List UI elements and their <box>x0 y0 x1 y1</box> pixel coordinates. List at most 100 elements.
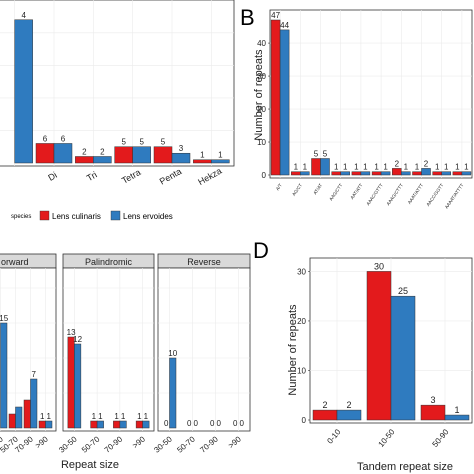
data-label-ervoides-0-10: 2 <box>346 400 351 410</box>
data-label-ervoides-motif: 1 <box>404 163 409 172</box>
facet-palindromic-bar-culinaris <box>67 336 75 429</box>
data-label-ervoides-motif: 1 <box>343 163 348 172</box>
y-tick-label: 40 <box>257 39 266 48</box>
bar-culinaris-hekza <box>193 159 212 164</box>
facet-reverse-strip-label: Reverse <box>187 257 221 267</box>
bar-ervoides-di <box>53 143 73 164</box>
facet-forward-data-label-culinaris: 1 <box>40 412 45 421</box>
data-label-ervoides-motif: 5 <box>323 150 328 159</box>
species-legend: species Lens culinaris Lens ervoides <box>11 210 173 221</box>
facet-palindromic-bar-ervoides <box>96 420 104 429</box>
facet-forward-bar-ervoides <box>45 420 53 429</box>
facet-reverse-data-label-ervoides: 0 <box>217 419 222 428</box>
data-label-ervoides-10-50: 25 <box>398 286 408 296</box>
y-axis-title: Number of repeats <box>287 304 299 396</box>
data-label-culinaris-0-10: 2 <box>322 400 327 410</box>
facet-reverse-data-label-culinaris: 0 <box>187 419 192 428</box>
facet-palindromic-data-label-ervoides: 1 <box>121 412 126 421</box>
bar-culinaris-motif <box>331 171 341 176</box>
bar-culinaris-motif <box>291 171 301 176</box>
legend-swatch-culinaris <box>39 210 50 221</box>
y-tick-label: 30 <box>257 72 266 81</box>
bar-ervoides-motif <box>320 158 330 176</box>
data-label-culinaris-tetra: 5 <box>121 138 126 147</box>
facet-palindromic-x-tick: 50-70 <box>80 434 102 454</box>
panel-b-frame <box>269 9 473 179</box>
bar-ervoides-motif <box>421 168 431 176</box>
x-tick-motif: AT/AT <box>312 183 323 196</box>
bar-ervoides-mono <box>14 19 33 164</box>
panel-a-frame <box>0 0 235 167</box>
facet-reverse-x-tick: 50-70 <box>175 434 197 454</box>
bar-ervoides-hekza <box>211 159 230 164</box>
facet-reverse-data-label-ervoides: 0 <box>240 419 245 428</box>
facet-palindromic-data-label-ervoides: 1 <box>144 412 149 421</box>
data-label-culinaris-motif: 1 <box>415 163 420 172</box>
facet-palindromic-data-label-culinaris: 1 <box>92 412 97 421</box>
y-tick-label: 10 <box>297 366 306 375</box>
bar-ervoides-motif <box>401 171 411 176</box>
facet-reverse-data-label-culinaris: 0 <box>164 419 169 428</box>
bar-culinaris-tetra <box>114 146 133 164</box>
x-axis-title: Repeat size <box>61 459 119 471</box>
facet-reverse-data-label-culinaris: 0 <box>210 419 215 428</box>
facet-palindromic-data-label-culinaris: 1 <box>114 412 119 421</box>
bar-culinaris-tri <box>75 156 94 164</box>
x-tick-motif: AAAG/CTTT <box>386 183 405 207</box>
facet-forward-data-label-ervoides: 7 <box>32 370 37 379</box>
data-label-ervoides-tetra: 5 <box>139 138 144 147</box>
data-label-ervoides-tri: 2 <box>100 147 105 156</box>
data-label-ervoides-motif: 1 <box>464 163 469 172</box>
facet-palindromic-bar-culinaris <box>90 420 98 429</box>
y-tick-label: 0 <box>302 416 307 425</box>
facet-forward-x-tick: 70-90 <box>13 434 35 454</box>
bar-culinaris-motif <box>311 158 321 176</box>
data-label-culinaris-motif: 47 <box>271 11 280 20</box>
x-tick-motif: AAAAT/ATTTT <box>444 183 465 210</box>
facet-forward-strip-label: orward <box>1 257 29 267</box>
y-tick-label: 30 <box>297 267 306 276</box>
bar-ervoides-motif <box>360 171 371 176</box>
data-label-culinaris-50-90: 3 <box>430 395 435 405</box>
data-label-culinaris-tri: 2 <box>82 147 87 156</box>
facet-reverse-data-label-ervoides: 10 <box>168 349 177 358</box>
panel-a-length-chart: 4 6 6 Di 2 2 Tri 5 5 Tetra 5 3 Penta 1 1 Hekza <box>0 0 235 187</box>
facet-forward-bar-culinaris <box>23 399 31 429</box>
facet-palindromic-bar-ervoides <box>74 343 82 429</box>
data-label-culinaris-hekza: 1 <box>200 151 205 160</box>
facet-forward-bar-ervoides <box>15 406 23 429</box>
x-tick-penta: Penta <box>158 166 183 186</box>
data-label-culinaris-penta: 5 <box>161 138 166 147</box>
data-label-culinaris-motif: 1 <box>455 163 460 172</box>
facet-reverse-x-tick: 70-90 <box>198 434 220 454</box>
x-tick-motif: AG/CT <box>291 183 303 197</box>
data-label-culinaris-motif: 1 <box>334 163 339 172</box>
facet-forward-data-label-ervoides: 1 <box>47 412 52 421</box>
facet-palindromic-x-tick: 70-90 <box>103 434 125 454</box>
data-label-ervoides-motif: 1 <box>303 163 308 172</box>
facet-palindromic-bar-ervoides <box>142 420 150 429</box>
x-axis-title: Tandem repeat size <box>357 461 453 473</box>
legend-title: species <box>11 214 31 220</box>
data-label-ervoides-penta: 3 <box>179 144 184 153</box>
data-label-culinaris-motif: 1 <box>294 163 299 172</box>
bar-ervoides-motif <box>380 171 391 176</box>
facet-palindromic-strip-label: Palindromic <box>85 257 133 267</box>
bar-culinaris-motif <box>351 171 362 176</box>
data-label-culinaris-motif: 1 <box>435 163 440 172</box>
legend-label-culinaris: Lens culinaris <box>52 212 101 221</box>
data-label-ervoides-50-90: 1 <box>454 405 459 415</box>
facet-reverse-bar-ervoides <box>169 357 177 429</box>
facet-reverse-x-tick: >90 <box>227 434 244 450</box>
bar-ervoides-0-10 <box>336 409 362 421</box>
bar-culinaris-penta <box>153 146 173 164</box>
bar-ervoides-motif <box>300 171 310 176</box>
bar-ervoides-tetra <box>132 146 151 164</box>
facet-palindromic-x-tick: 30-50 <box>57 434 79 454</box>
facet-palindromic-data-label-culinaris: 13 <box>67 328 76 337</box>
data-label-ervoides-motif: 44 <box>280 21 289 30</box>
facet-palindromic-data-label-ervoides: 12 <box>73 335 82 344</box>
